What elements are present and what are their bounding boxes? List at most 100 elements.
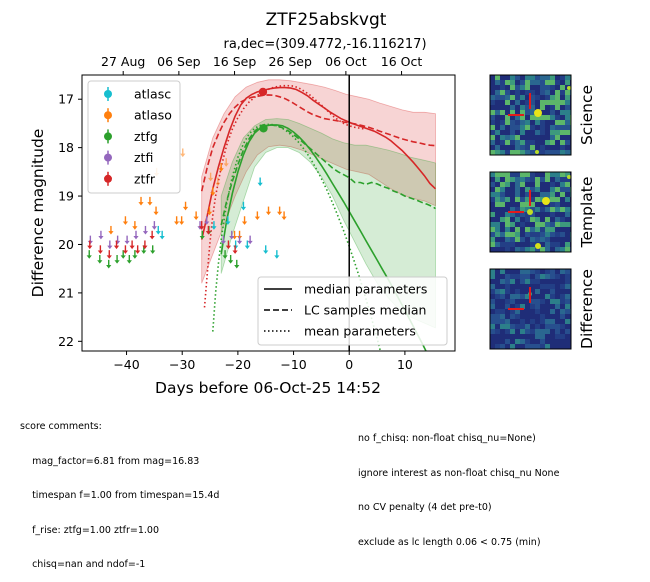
thumbnail-pixel xyxy=(520,334,525,339)
thumbnail-pixel xyxy=(515,120,520,125)
thumbnail-pixel xyxy=(565,339,570,344)
thumbnail-pixel xyxy=(515,334,520,339)
thumbnail-pixel xyxy=(525,202,530,207)
thumbnail-pixel xyxy=(500,125,505,130)
thumbnail-pixel xyxy=(510,344,515,349)
thumbnail-pixel xyxy=(560,145,565,150)
model-curve-ztfr xyxy=(203,84,367,308)
thumbnail-pixel xyxy=(545,145,550,150)
upper-limit-arrowhead xyxy=(228,260,234,264)
thumbnail-pixel xyxy=(510,192,515,197)
top-tick-label: 16 Sep xyxy=(213,54,257,69)
thumbnail-pixel xyxy=(505,90,510,95)
thumbnail-pixel xyxy=(535,125,540,130)
legend-line-label: LC samples median xyxy=(304,303,426,318)
thumbnail-pixel xyxy=(510,150,515,155)
upper-limit-arrowhead xyxy=(232,250,238,254)
thumbnail-pixel xyxy=(505,294,510,299)
upper-limit-ztfi xyxy=(142,225,149,235)
thumbnail-pixel xyxy=(495,115,500,120)
thumbnail-pixel xyxy=(490,125,495,130)
thumbnail-pixel xyxy=(540,187,545,192)
upper-limit-ztfi xyxy=(247,235,253,245)
thumbnail-pixel xyxy=(520,120,525,125)
thumbnail-pixel xyxy=(535,324,540,329)
upper-limit-arrowhead xyxy=(236,240,243,245)
thumbnail-pixel xyxy=(490,304,495,309)
x-tick-label: 10 xyxy=(397,357,413,372)
thumbnail-pixel xyxy=(490,247,495,252)
thumbnail-pixel xyxy=(530,115,535,120)
thumbnail-pixel xyxy=(495,329,500,334)
thumbnail-pixel xyxy=(555,274,560,279)
thumbnail-pixel xyxy=(545,274,550,279)
thumbnail-pixel xyxy=(530,329,535,334)
thumbnail-pixel xyxy=(545,289,550,294)
thumbnail-pixel xyxy=(540,135,545,140)
thumbnail-pixel xyxy=(495,289,500,294)
thumbnail-pixel xyxy=(505,187,510,192)
thumbnail-pixel xyxy=(545,269,550,274)
thumbnail-pixel xyxy=(525,90,530,95)
upper-limit-arrowhead xyxy=(281,216,287,221)
thumbnail-pixel xyxy=(550,274,555,279)
thumbnail-pixel xyxy=(500,242,505,247)
thumbnail-pixel xyxy=(525,222,530,227)
thumbnail-pixel xyxy=(500,120,505,125)
x-tick-label: −20 xyxy=(225,357,251,372)
thumbnail-pixel xyxy=(530,140,535,145)
thumbnail-pixel xyxy=(550,197,555,202)
thumbnail-pixel xyxy=(535,269,540,274)
thumbnail-pixel xyxy=(495,80,500,85)
upper-limit-atlaso xyxy=(179,216,185,225)
image-thumbnails: Science Template Difference xyxy=(489,74,596,350)
thumbnail-pixel xyxy=(545,105,550,110)
thumbnail-pixel xyxy=(550,339,555,344)
thumbnail-pixel xyxy=(545,344,550,349)
thumbnail-pixel xyxy=(490,110,495,115)
upper-limit-arrowhead xyxy=(204,221,210,225)
thumbnail-pixel xyxy=(520,130,525,135)
thumbnail-pixel xyxy=(535,232,540,237)
thumbnail-pixel xyxy=(505,80,510,85)
thumbnail-pixel xyxy=(495,100,500,105)
thumbnail-pixel xyxy=(560,110,565,115)
thumbnail-pixel xyxy=(490,319,495,324)
thumbnail-pixel xyxy=(540,100,545,105)
thumbnail-pixel xyxy=(490,90,495,95)
thumbnail-pixel xyxy=(565,115,570,120)
thumbnail-pixel xyxy=(530,334,535,339)
thumbnail-pixel xyxy=(515,314,520,319)
legend-marker-ztfi xyxy=(104,153,112,162)
thumbnail-pixel xyxy=(505,324,510,329)
thumbnail-pixel xyxy=(565,130,570,135)
thumbnail-pixel xyxy=(560,289,565,294)
thumbnail-label: Template xyxy=(578,177,596,249)
upper-limit-arrowhead xyxy=(205,231,211,235)
thumbnail-pixel xyxy=(545,100,550,105)
data-point-ztfr xyxy=(258,87,268,97)
upper-limit-ztfg xyxy=(97,255,103,264)
comment-line: timespan f=1.00 from timespan=15.4d xyxy=(20,490,220,501)
thumbnail-pixel xyxy=(510,95,515,100)
thumbnail-pixel xyxy=(510,294,515,299)
upper-limit-arrowhead xyxy=(244,245,250,250)
thumbnail-pixel xyxy=(500,135,505,140)
thumbnail-pixel xyxy=(540,269,545,274)
thumbnail-pixel xyxy=(525,299,530,304)
thumbnail-pixel xyxy=(525,237,530,242)
thumbnail-pixel xyxy=(520,150,525,155)
thumbnail-pixel xyxy=(525,344,530,349)
upper-limit-atlasc xyxy=(244,240,250,250)
thumbnail-pixel xyxy=(490,237,495,242)
thumbnail-pixel xyxy=(505,247,510,252)
thumbnail-pixel xyxy=(515,279,520,284)
upper-limit-arrowhead xyxy=(142,245,148,250)
upper-limit-arrowhead xyxy=(211,226,217,230)
thumbnail-pixel xyxy=(515,247,520,252)
thumbnail-pixel xyxy=(495,197,500,202)
thumbnail-pixel xyxy=(535,80,540,85)
upper-limit-arrowhead xyxy=(223,163,229,167)
thumbnail-pixel xyxy=(565,319,570,324)
thumbnail-pixel xyxy=(500,130,505,135)
